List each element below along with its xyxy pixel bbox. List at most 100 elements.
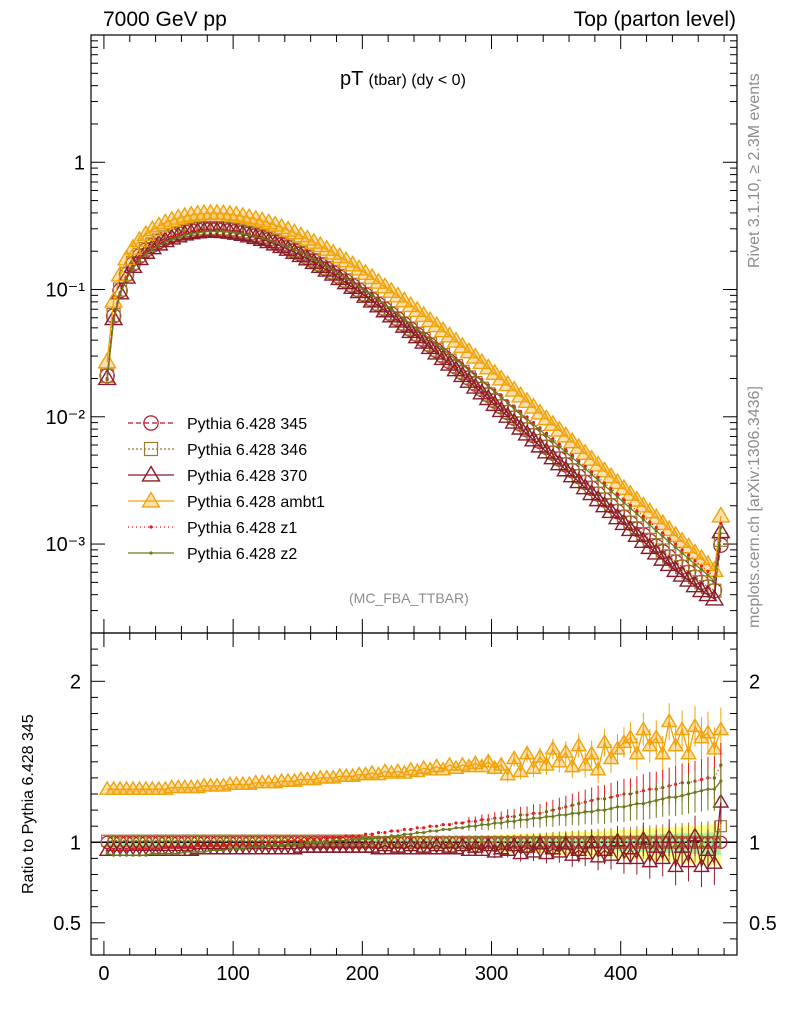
ratio-data-point [305,770,323,786]
data-point [654,529,658,533]
legend-entry-pythia-6-428-370: Pythia 6.428 370 [128,465,307,485]
data-point [312,257,316,261]
ratio-data-point [428,836,445,852]
ratio-data-point [254,845,258,849]
ratio-data-point [518,745,536,760]
data-point [627,525,647,542]
ratio-data-point [570,737,588,752]
data-point [497,406,518,423]
ratio-data-point [550,843,568,858]
ratio-data-point [299,842,303,846]
data-point [693,559,697,563]
ratio-data-point [266,774,284,789]
ratio-data-point [124,848,129,852]
ratio-data-point [473,824,477,828]
data-point [506,401,510,405]
ratio-data-point [628,803,633,807]
ratio-data-point [215,843,219,848]
legend-marker [143,441,159,457]
data-point [157,243,161,247]
data-point [402,317,406,321]
x-tick-label: 100 [216,963,249,985]
ratio-data-point [195,843,200,848]
ratio-data-point [150,847,154,851]
data-point [279,242,284,247]
ratio-data-point [157,851,161,856]
ratio-data-point [286,839,290,843]
ratio-data-point [325,835,329,840]
ratio-data-point [492,756,510,771]
ratio-data-point [660,828,678,844]
ratio-data-point [105,851,109,856]
data-point [105,378,109,382]
data-point [441,347,445,351]
ratio-data-point [706,740,723,755]
ratio-data-point [680,853,697,868]
data-point [590,472,594,476]
data-point [286,245,290,249]
ratio-data-point [667,737,685,752]
ratio-data-point [706,854,723,869]
legend-entry-pythia-6-428-346: Pythia 6.428 346 [128,441,307,459]
ratio-data-point [479,753,497,768]
data-point [189,232,193,236]
ratio-data-point [376,831,381,835]
data-point [174,206,195,224]
data-point [491,400,511,418]
ratio-data-point [434,840,452,855]
data-point [183,233,187,237]
ratio-data-point [551,814,555,819]
data-point [129,248,150,266]
data-point [648,520,652,524]
data-point [497,374,518,392]
ratio-data-point [137,853,142,857]
ratio-data-point [221,843,226,848]
data-point [394,290,414,308]
ratio-data-point [602,846,620,861]
ratio-data-point [241,842,245,846]
ratio-data-point [583,833,601,849]
data-point [299,251,303,255]
ratio-data-point [538,845,555,860]
data-point [174,224,195,241]
ratio-data-point [622,729,639,744]
ratio-data-point [564,813,568,817]
ratio-data-point [654,849,672,865]
data-point [530,436,550,453]
data-point [344,276,348,280]
x-tick-label: 300 [475,963,508,985]
ratio-data-point [634,830,652,845]
data-point [641,514,645,518]
ratio-data-point [505,750,523,765]
ratio-data-point [324,769,342,784]
ratio-data-point [428,824,432,828]
data-point [536,442,557,459]
series-pythia-6-428-370 [97,221,731,606]
ratio-data-point [486,843,504,858]
data-point [452,336,473,354]
plot-title: pT (tbar) (dy < 0) [340,68,466,91]
ratio-data-point [447,827,452,832]
ratio-data-point [583,810,587,814]
data-point [170,237,174,241]
ratio-data-point [396,834,400,838]
series-line-pythia-6-428-346 [106,227,722,592]
data-point [512,406,516,410]
ratio-data-point [312,840,316,844]
ratio-data-point [699,789,704,793]
ratio-data-point [693,857,710,873]
ratio-data-point [305,840,310,844]
data-point [510,418,531,435]
data-point [653,549,673,566]
ratio-data-point [428,829,432,833]
ratio-data-point [499,841,517,857]
ratio-data-point [486,822,490,827]
data-point [439,354,460,371]
ratio-data-point [467,824,471,828]
ratio-data-point [538,816,542,820]
legend-entry-pythia-6-428-345: Pythia 6.428 345 [128,415,307,433]
ratio-data-point [699,841,717,857]
ratio-data-point [389,829,393,833]
ratio-axis-label: Ratio to Pythia 6.428 345 [20,714,37,894]
ratio-data-point [254,842,258,846]
